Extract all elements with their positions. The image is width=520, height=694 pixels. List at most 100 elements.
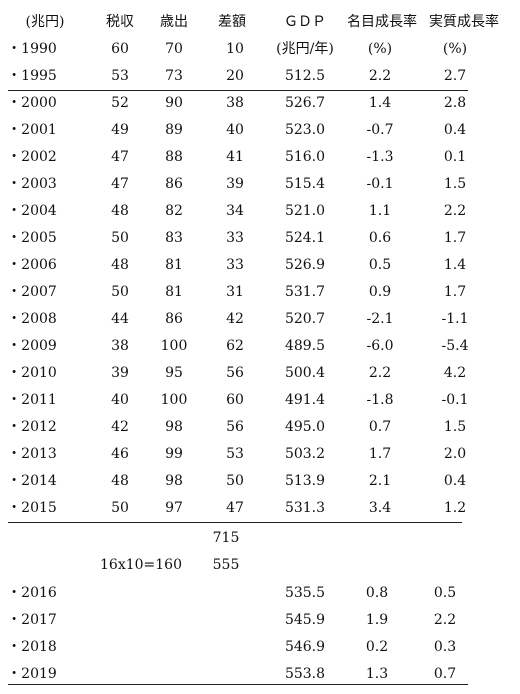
table-cell: 1.7	[443, 230, 467, 246]
table-cell: 70	[165, 41, 183, 57]
table-cell: 0.5	[433, 585, 457, 601]
table-cell: 42	[111, 419, 129, 435]
table-cell: 33	[226, 230, 244, 246]
table-cell: 2.1	[368, 473, 392, 489]
table-cell: 2.0	[443, 446, 467, 462]
table-cell: 42	[226, 311, 244, 327]
table-cell: 4.2	[443, 365, 467, 381]
table-cell: 53	[226, 446, 244, 462]
table-cell: 48	[111, 257, 129, 273]
table-cell: 44	[111, 311, 129, 327]
table-cell: 1.7	[443, 284, 467, 300]
table-cell: 99	[165, 446, 183, 462]
year-label: ・2009	[7, 338, 57, 354]
note-sum: 715	[212, 530, 240, 546]
table-cell: 1.4	[368, 95, 392, 111]
table-cell: 38	[111, 338, 129, 354]
table-cell: 53	[111, 68, 129, 84]
table-cell: 512.5	[284, 68, 326, 84]
year-label: ・2015	[7, 500, 57, 516]
table-cell: 88	[165, 149, 183, 165]
year-label: ・2014	[7, 473, 57, 489]
year-label: ・2011	[7, 392, 57, 408]
table-cell: -0.1	[366, 176, 394, 192]
divider-top	[8, 90, 468, 91]
table-cell: 495.0	[284, 419, 326, 435]
table-cell: 47	[226, 500, 244, 516]
table-cell: 52	[111, 95, 129, 111]
table-cell: 526.7	[284, 95, 326, 111]
table-cell: 1.3	[365, 666, 389, 682]
table-cell: 2.7	[443, 68, 467, 84]
table-cell: 1.1	[368, 203, 392, 219]
year-label: ・2002	[7, 149, 57, 165]
table-cell: 0.4	[443, 122, 467, 138]
year-label: ・2010	[7, 365, 57, 381]
table-cell: 50	[111, 230, 129, 246]
table-cell: 89	[165, 122, 183, 138]
table-cell: 2.2	[368, 365, 392, 381]
table-cell: 0.9	[368, 284, 392, 300]
table-cell: 100	[160, 392, 188, 408]
table-cell: 0.6	[368, 230, 392, 246]
table-cell: 503.2	[284, 446, 326, 462]
table-cell: 98	[165, 419, 183, 435]
table-cell: 49	[111, 122, 129, 138]
table-cell: 0.7	[368, 419, 392, 435]
table-cell: 531.3	[284, 500, 326, 516]
year-label: ・2000	[7, 95, 57, 111]
table-cell: 500.4	[284, 365, 326, 381]
table-cell: 10	[226, 41, 244, 57]
table-cell: 40	[226, 122, 244, 138]
table-cell: 47	[111, 149, 129, 165]
table-cell: 1.9	[365, 612, 389, 628]
year-label: ・2019	[7, 666, 57, 682]
table-cell: 38	[226, 95, 244, 111]
table-cell: 1.2	[443, 500, 467, 516]
year-label: ・1990	[7, 41, 57, 57]
table-cell: 2.8	[443, 95, 467, 111]
table-cell: 46	[111, 446, 129, 462]
header-cell: 税収	[106, 14, 134, 30]
year-label: ・1995	[7, 68, 57, 84]
table-cell: 60	[111, 41, 129, 57]
table-cell: 489.5	[284, 338, 326, 354]
table-cell: 81	[165, 284, 183, 300]
table-cell: 97	[165, 500, 183, 516]
table-cell: 82	[165, 203, 183, 219]
table-cell: 545.9	[284, 612, 326, 628]
table-cell: 0.5	[368, 257, 392, 273]
table-cell: 523.0	[284, 122, 326, 138]
table-cell: 20	[226, 68, 244, 84]
table-cell: 1.5	[443, 419, 467, 435]
table-cell: 524.1	[284, 230, 326, 246]
table-cell: 73	[165, 68, 183, 84]
table-cell: 1.7	[368, 446, 392, 462]
table-cell: 31	[226, 284, 244, 300]
table-cell: 81	[165, 257, 183, 273]
table-cell: -0.7	[366, 122, 394, 138]
header-cell: 名目成長率	[347, 14, 417, 30]
table-cell: -6.0	[366, 338, 394, 354]
table-cell: 62	[226, 338, 244, 354]
table-cell: 50	[226, 473, 244, 489]
year-label: ・2003	[7, 176, 57, 192]
table-cell: 56	[226, 365, 244, 381]
table-cell: 520.7	[284, 311, 326, 327]
table-cell: 0.1	[443, 149, 467, 165]
table-cell: 100	[160, 338, 188, 354]
table-cell: 90	[165, 95, 183, 111]
year-label: ・2005	[7, 230, 57, 246]
table-cell: -1.3	[366, 149, 394, 165]
table-cell: 1.5	[443, 176, 467, 192]
year-label: ・2008	[7, 311, 57, 327]
table-cell: 0.3	[433, 639, 457, 655]
table-cell: 39	[111, 365, 129, 381]
table-cell: 0.7	[433, 666, 457, 682]
table-cell: 40	[111, 392, 129, 408]
table-cell: 0.8	[365, 585, 389, 601]
table-cell: 0.4	[443, 473, 467, 489]
year-label: ・2018	[7, 639, 57, 655]
table-cell: -1.1	[441, 311, 469, 327]
